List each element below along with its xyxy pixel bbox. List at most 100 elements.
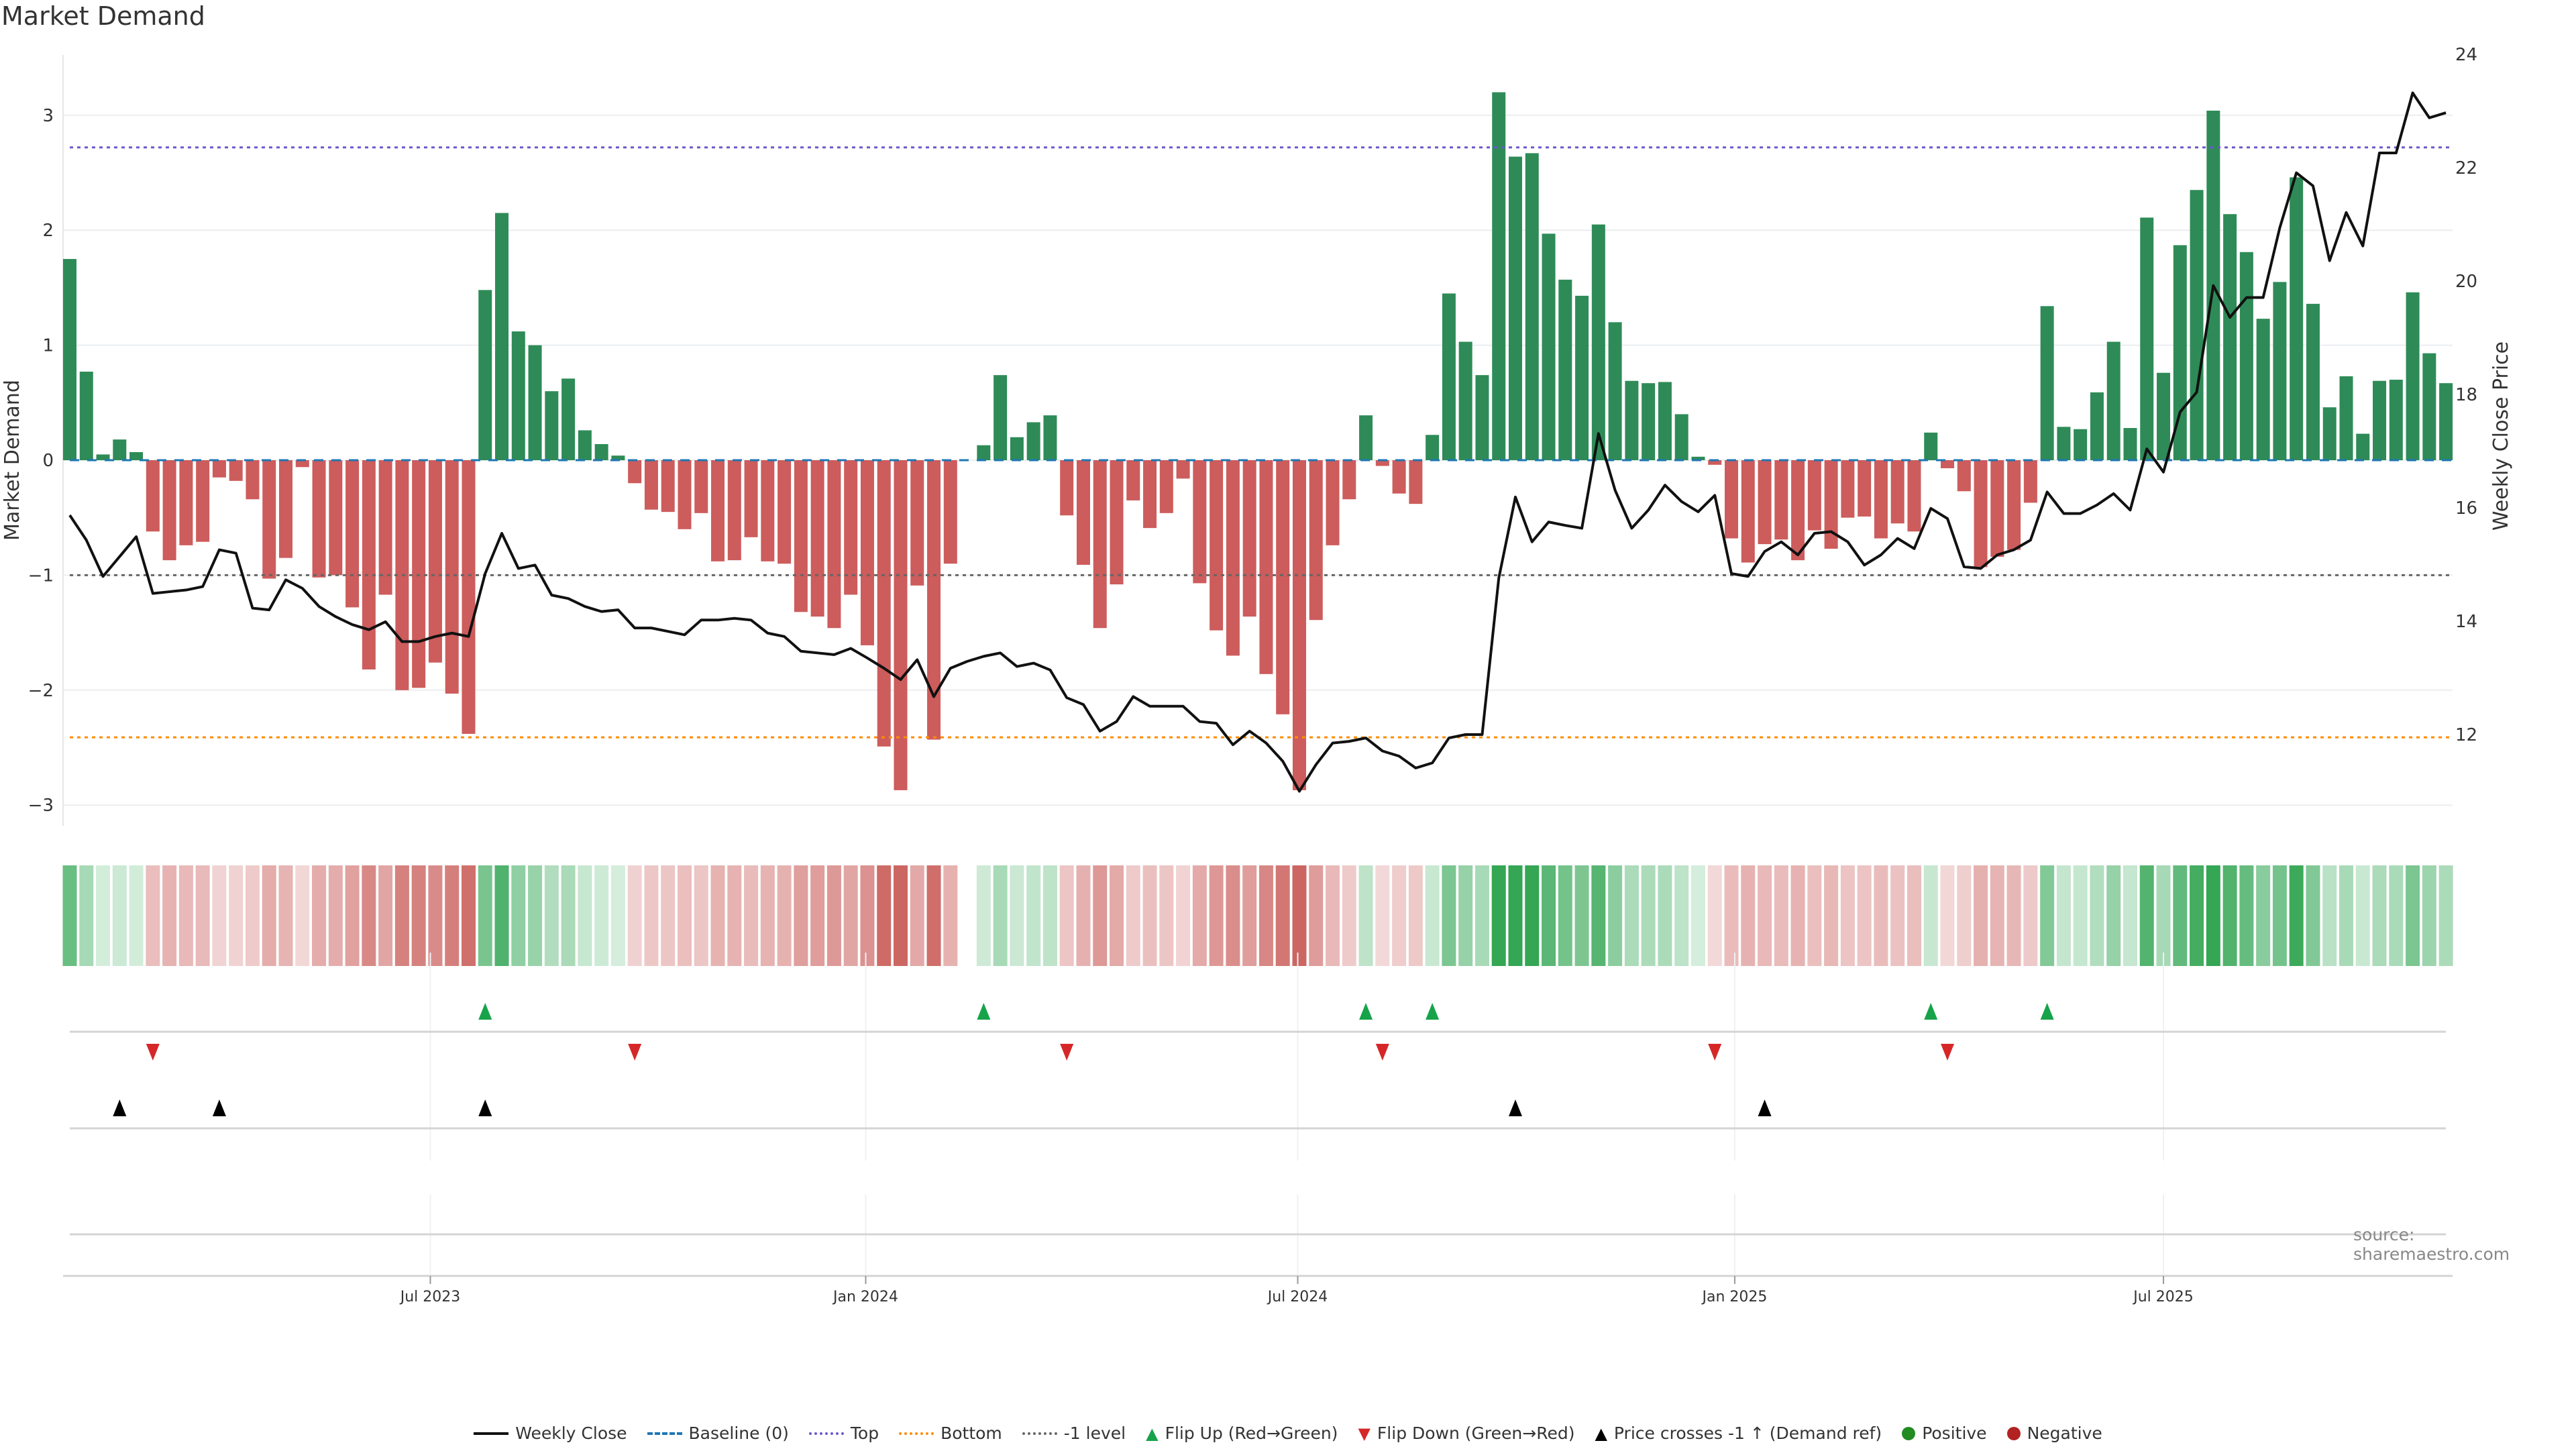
demand-bar-negative — [894, 460, 908, 790]
demand-bar-positive — [63, 259, 76, 460]
demand-bar-negative — [1941, 460, 1955, 468]
heat-strip-cell — [2239, 865, 2254, 966]
heat-strip-cell — [677, 865, 692, 966]
heat-strip-cell — [1558, 865, 1572, 966]
heat-strip-cell — [2389, 865, 2404, 966]
legend-dot-icon — [2006, 1426, 2021, 1440]
heat-strip-cell — [1707, 865, 1722, 966]
demand-bar-positive — [545, 391, 559, 460]
demand-bar-negative — [428, 460, 442, 663]
demand-bar-negative — [844, 460, 858, 595]
demand-bar-negative — [146, 460, 160, 532]
demand-bar-positive — [2356, 433, 2370, 460]
heat-strip-cell — [62, 865, 77, 966]
demand-bar-positive — [79, 372, 93, 460]
price-cross-marker — [1508, 1099, 1522, 1116]
demand-bar-negative — [827, 460, 841, 629]
demand-bar-positive — [1043, 415, 1057, 460]
demand-bar-positive — [2322, 407, 2337, 460]
heat-strip-cell — [312, 865, 327, 966]
demand-bar-negative — [1210, 460, 1224, 631]
heat-strip-cell — [2306, 865, 2320, 966]
legend-label: -1 level — [1063, 1424, 1126, 1443]
demand-bar-positive — [478, 290, 492, 460]
demand-bar-positive — [2090, 392, 2104, 460]
legend-label: Flip Down (Green→Red) — [1377, 1424, 1575, 1443]
heat-strip-cell — [1724, 865, 1739, 966]
legend-item: Weekly Close — [474, 1424, 627, 1443]
heat-strip-cell — [1142, 865, 1157, 966]
flip-down-marker — [1708, 1044, 1722, 1061]
heat-strip-cell — [1525, 865, 1540, 966]
demand-bar-negative — [2023, 460, 2037, 503]
legend-line-swatch — [1022, 1432, 1057, 1435]
heat-strip-cell — [2173, 865, 2188, 966]
heat-strip-cell — [2422, 865, 2436, 966]
heat-strip-cell — [1458, 865, 1473, 966]
demand-bar-negative — [1725, 460, 1738, 539]
demand-bar-positive — [1010, 437, 1024, 460]
price-cross-marker — [113, 1099, 127, 1116]
heat-strip-cell — [1159, 865, 1174, 966]
heat-strip-cell — [328, 865, 343, 966]
demand-bar-positive — [129, 452, 144, 460]
flip-down-marker — [628, 1044, 642, 1061]
heat-strip-cell — [1026, 865, 1041, 966]
heat-strip-cell — [1741, 865, 1756, 966]
heat-strip-cell — [1326, 865, 1340, 966]
heat-strip-cell — [1491, 865, 1506, 966]
demand-bar-negative — [1890, 460, 1904, 524]
heat-strip-cell — [1192, 865, 1207, 966]
demand-bar-negative — [1126, 460, 1140, 500]
heat-strip-cell — [511, 865, 526, 966]
demand-bar-positive — [2223, 214, 2237, 460]
demand-bar-positive — [2373, 380, 2387, 460]
demand-bar-positive — [594, 444, 608, 460]
demand-bar-positive — [1674, 414, 1688, 460]
legend-label: Flip Up (Red→Green) — [1165, 1424, 1338, 1443]
heat-strip-cell — [2023, 865, 2038, 966]
legend-item: Baseline (0) — [647, 1424, 789, 1443]
demand-bar-negative — [1226, 460, 1240, 656]
demand-bar-positive — [1658, 382, 1672, 460]
demand-bar-positive — [2239, 252, 2253, 460]
demand-bar-negative — [877, 460, 891, 747]
heat-strip-cell — [1641, 865, 1656, 966]
legend-item: Negative — [2006, 1424, 2102, 1443]
demand-bar-negative — [1326, 460, 1340, 545]
legend-line-swatch — [808, 1432, 844, 1435]
flip-down-marker — [146, 1044, 160, 1061]
demand-bar-positive — [2106, 341, 2121, 460]
heat-strip-cell — [245, 865, 260, 966]
demand-bar-negative — [229, 460, 243, 481]
heat-strip-cell — [1292, 865, 1307, 966]
heat-strip-cell — [146, 865, 160, 966]
x-tick-label: Jan 2025 — [1701, 1289, 1768, 1305]
demand-bar-positive — [2422, 353, 2436, 460]
demand-bar-negative — [462, 460, 476, 734]
demand-bar-positive — [2389, 380, 2403, 460]
heat-strip-cell — [2073, 865, 2088, 966]
heat-strip-cell — [2339, 865, 2353, 966]
legend-label: Negative — [2027, 1424, 2102, 1443]
heat-strip-cell — [1126, 865, 1140, 966]
heat-strip-cell — [1226, 865, 1240, 966]
weekly-close-line — [68, 91, 2447, 793]
demand-bar-negative — [1392, 460, 1406, 494]
heat-strip-cell — [1807, 865, 1822, 966]
legend-label: Top — [850, 1424, 879, 1443]
y2-tick-label: 18 — [2455, 385, 2477, 405]
legend-dot-icon — [1902, 1426, 1916, 1440]
demand-bar-negative — [860, 460, 874, 645]
heat-strip-cell — [229, 865, 244, 966]
demand-bar-negative — [1193, 460, 1207, 584]
heat-strip-cell — [1275, 865, 1290, 966]
heat-strip-cell — [2190, 865, 2204, 966]
demand-bar-negative — [1774, 460, 1788, 540]
heat-strip-cell — [1176, 865, 1191, 966]
y-tick-label: 0 — [42, 451, 54, 471]
demand-bar-positive — [1591, 224, 1605, 460]
y2-tick-label: 14 — [2455, 612, 2477, 632]
heat-strip-cell — [2040, 865, 2055, 966]
